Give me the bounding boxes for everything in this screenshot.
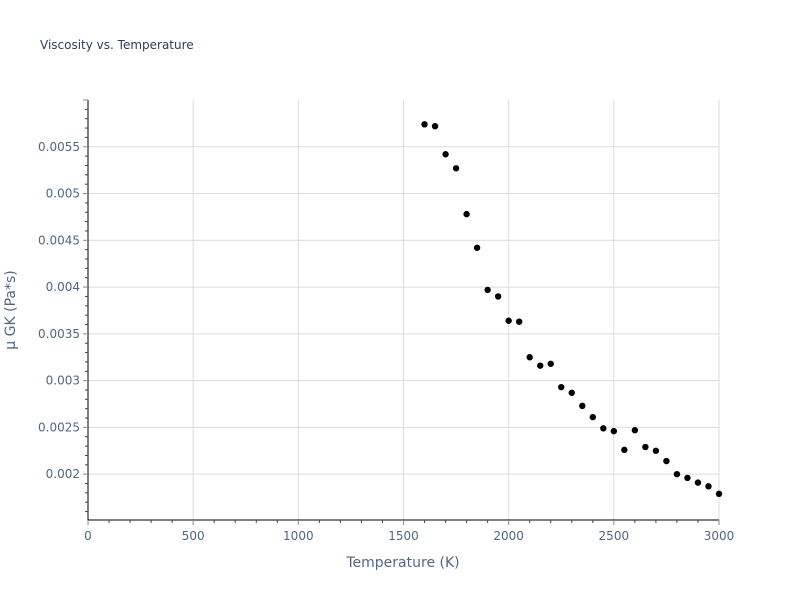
y-tick-label: 0.003 <box>46 374 80 388</box>
data-point <box>600 425 607 432</box>
data-point <box>558 383 565 391</box>
data-point <box>547 360 554 367</box>
data-point <box>442 151 449 158</box>
data-point <box>631 427 639 434</box>
data-point <box>515 318 523 325</box>
data-point <box>673 470 681 478</box>
x-tick-label: 500 <box>182 529 205 543</box>
x-tick-label: 3000 <box>704 529 735 543</box>
y-tick-label: 0.0035 <box>38 327 80 341</box>
data-point <box>663 457 670 465</box>
y-axis-ticks: 0.002 0.0025 0.003 0.0035 0.004 0.0045 0.005 0.… <box>38 99 88 513</box>
data-point <box>610 427 618 435</box>
chart-title: Viscosity vs. Temperature <box>40 38 194 52</box>
data-point <box>526 354 533 361</box>
y-tick-label: 0.0055 <box>38 140 80 154</box>
data-point <box>684 474 691 482</box>
y-tick-label: 0.0045 <box>38 233 80 247</box>
x-axis-ticks: 0 500 1000 1500 2000 2500 3000 <box>84 520 734 543</box>
x-tick-label: 0 <box>84 529 92 543</box>
y-axis-title: μ GK (Pa*s) <box>3 270 19 349</box>
data-point <box>621 446 628 454</box>
x-tick-label: 1000 <box>283 529 314 543</box>
data-point <box>484 286 491 294</box>
y-tick-label: 0.0025 <box>38 420 80 434</box>
data-point <box>642 443 649 451</box>
data-point <box>652 447 660 454</box>
data-point <box>694 479 702 486</box>
data-point <box>463 210 470 218</box>
data-point <box>715 490 723 498</box>
x-tick-label: 1500 <box>388 529 419 543</box>
scatter-points <box>421 121 723 498</box>
data-point <box>505 317 512 324</box>
data-point <box>579 402 586 410</box>
y-gridlines <box>88 146 719 475</box>
y-tick-label: 0.002 <box>46 467 80 481</box>
data-point <box>421 121 428 128</box>
data-point <box>589 413 596 421</box>
data-point <box>568 389 575 396</box>
y-tick-label: 0.005 <box>46 187 80 201</box>
data-point <box>537 362 544 369</box>
y-tick-label: 0.004 <box>46 280 80 294</box>
data-point <box>431 122 439 130</box>
data-point <box>452 165 460 172</box>
x-tick-label: 2000 <box>493 529 524 543</box>
x-gridlines <box>192 100 720 520</box>
data-point <box>494 293 502 300</box>
x-axis-title: Temperature (K) <box>345 555 459 571</box>
data-point <box>705 483 712 490</box>
x-tick-label: 2500 <box>599 529 630 543</box>
data-point <box>473 244 481 251</box>
